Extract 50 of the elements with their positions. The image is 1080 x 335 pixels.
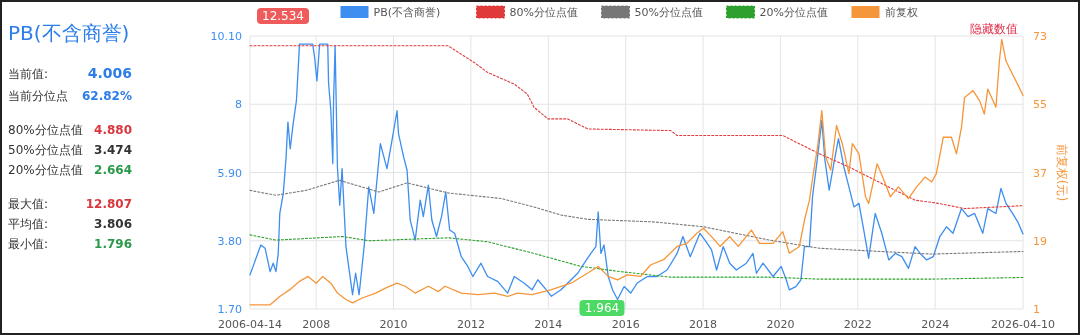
x-tick-label: 2012: [456, 318, 485, 331]
text: 4.006: [87, 65, 132, 81]
x-tick-label: 2026-04-10: [991, 318, 1055, 331]
text: 3.474: [94, 143, 132, 157]
text: 当前值:: [8, 67, 49, 81]
text: 4.880: [94, 123, 132, 137]
x-tick-label: 2020: [766, 318, 795, 331]
text: 50%分位点值: [8, 143, 83, 157]
text: 当前分位点: [8, 89, 68, 103]
x-tick-label: 2008: [302, 318, 331, 331]
y-tick-label: 1.70: [217, 303, 242, 316]
text: 2.664: [94, 163, 132, 177]
y-tick-label: 8: [235, 98, 242, 112]
text: 12.534: [262, 9, 304, 23]
y2-tick-label: 37: [1033, 166, 1047, 180]
text: 3.806: [94, 217, 132, 231]
y2-tick-label: 1: [1033, 303, 1040, 316]
annotation: 1.964: [584, 301, 620, 315]
text: 80%分位点值: [8, 123, 83, 137]
legend-label: 前复权: [884, 6, 918, 19]
x-tick-label: 2010: [379, 318, 408, 331]
line-series: [249, 179, 1024, 255]
text: 62.82%: [82, 89, 132, 103]
legend-label: 50%分位点值: [634, 6, 703, 19]
legend-label: 80%分位点值: [509, 6, 578, 19]
y-tick-label: 10.10: [210, 30, 242, 43]
x-tick-label: 2018: [689, 318, 718, 331]
x-tick-label: 2024: [921, 318, 950, 331]
text: 20%分位点值: [8, 163, 83, 177]
text: 最小值:: [8, 237, 49, 251]
y2-tick-label: 55: [1033, 98, 1047, 112]
y2-axis-title: 前复权(元): [1055, 143, 1069, 202]
legend-label: 20%分位点值: [759, 6, 828, 19]
text: 1.796: [94, 237, 132, 251]
y2-tick-label: 73: [1033, 30, 1047, 43]
line-series: [249, 45, 1024, 210]
x-tick-label: 2022: [843, 318, 872, 331]
text: 最大值:: [8, 197, 49, 211]
y-tick-label: 5.90: [217, 166, 242, 180]
text: 平均值:: [8, 217, 49, 231]
y2-tick-label: 19: [1033, 234, 1047, 248]
y-tick-label: 3.80: [217, 234, 242, 248]
legend-label: PB(不含商誉): [373, 6, 441, 19]
text: PB(不含商誉): [8, 21, 130, 45]
x-tick-label: 2016: [611, 318, 640, 331]
text: 12.807: [85, 197, 132, 211]
line-series: [249, 234, 1024, 280]
x-tick-label: 2014: [534, 318, 563, 331]
annotation: 隐藏数值: [970, 22, 1018, 36]
x-tick-label: 2006-04-14: [218, 318, 282, 331]
